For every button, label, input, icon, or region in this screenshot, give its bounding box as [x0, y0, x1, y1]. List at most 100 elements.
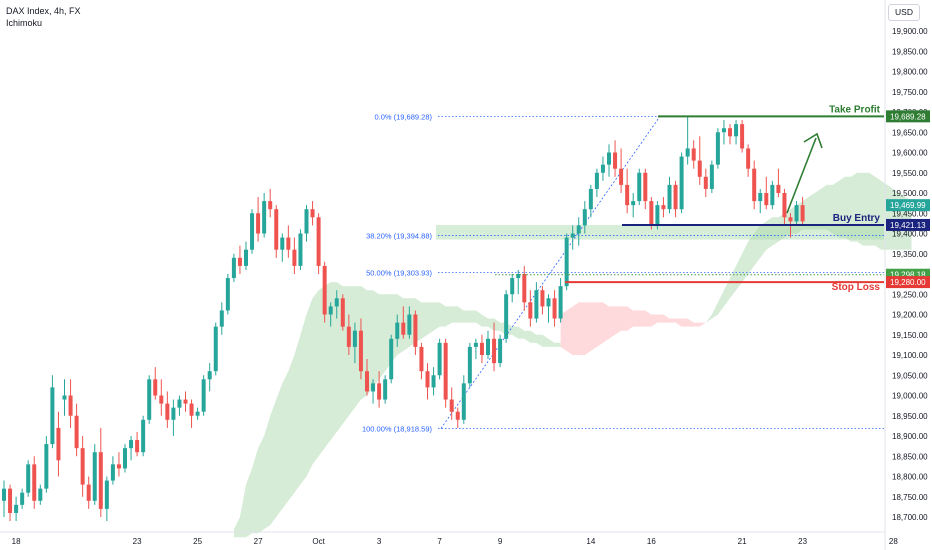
candle-body-116	[703, 176, 708, 189]
candle-body-51	[310, 209, 315, 218]
target-arrowhead	[803, 132, 823, 149]
candle-body-98	[594, 172, 599, 189]
price-tick-16: 19,500.00	[892, 189, 928, 198]
candle-body-9	[56, 427, 61, 461]
price-tick-23: 19,850.00	[892, 47, 928, 56]
cloud-segment-0	[233, 282, 561, 538]
cloud-segment-1	[560, 302, 706, 355]
stop-loss-label: Stop Loss	[832, 282, 881, 293]
candle-body-5	[32, 464, 37, 501]
stop-loss-tag: 19,280.00	[890, 278, 926, 287]
trade-levels: Take Profit Buy Entry Stop Loss	[495, 104, 884, 293]
time-tick-11: 23	[798, 537, 807, 546]
candle-body-40	[244, 249, 248, 266]
candle-body-118	[715, 132, 720, 165]
price-tick-9: 19,150.00	[892, 331, 928, 340]
candle-body-77	[467, 346, 472, 384]
candle-body-117	[709, 164, 714, 189]
candle-body-35	[213, 326, 218, 372]
candle-body-105	[637, 172, 642, 202]
candle-body-4	[26, 464, 31, 493]
candle-body-128	[776, 184, 781, 193]
candle-body-89	[540, 290, 545, 307]
price-tick-6: 19,000.00	[892, 392, 928, 401]
candle-body-83	[504, 294, 509, 339]
candle-body-65	[395, 322, 400, 339]
candle-body-115	[697, 160, 702, 177]
candle-body-14	[86, 484, 91, 501]
candle-body-44	[268, 201, 273, 210]
cloud-segment-2	[705, 172, 912, 323]
time-tick-12: 28	[889, 537, 898, 546]
fib-label-3: 100.00% (18,918.59)	[362, 424, 433, 433]
price-axis[interactable]: 18,700.00 18,750.00 18,800.00 18,850.00 18,9…	[884, 0, 930, 550]
candle-body-69	[419, 346, 424, 372]
candle-body-103	[625, 184, 630, 206]
candle-body-120	[728, 128, 732, 137]
candle-body-75	[455, 411, 460, 420]
candle-body-13	[80, 448, 85, 485]
candle-body-80	[486, 338, 490, 355]
take-profit-tag: 19,689.28	[890, 112, 926, 121]
candle-body-62	[377, 383, 382, 400]
currency-button[interactable]: USD	[888, 4, 920, 21]
candle-body-87	[528, 302, 533, 319]
candle-body-92	[558, 286, 563, 319]
price-tick-1: 18,750.00	[892, 493, 928, 502]
candle-body-1	[8, 488, 13, 513]
candle-body-86	[522, 274, 527, 303]
target-arrow	[786, 137, 817, 214]
price-tag-0-bg	[886, 199, 930, 212]
price-tick-22: 19,800.00	[892, 68, 928, 77]
fibonacci-retracement: 0.0% (19,689.28) 38.20% (19,394.88) 50.00%…	[362, 112, 884, 433]
indicator-label[interactable]: Ichimoku	[6, 18, 43, 28]
candle-body-64	[389, 338, 394, 380]
fib-trendline	[440, 116, 661, 429]
candle-body-24	[147, 379, 152, 420]
candle-body-18	[110, 464, 115, 481]
candle-body-10	[62, 395, 67, 400]
candle-body-73	[443, 342, 448, 400]
candle-body-33	[201, 379, 206, 412]
fib-label-2: 50.00% (19,303.93)	[366, 268, 432, 277]
candle-body-85	[516, 274, 521, 279]
price-tick-21: 19,750.00	[892, 88, 928, 97]
candle-body-127	[770, 184, 775, 206]
time-tick-2: 25	[193, 537, 202, 546]
time-tick-8: 14	[586, 537, 595, 546]
time-tick-10: 21	[738, 537, 747, 546]
candle-body-124	[752, 168, 757, 202]
support-zone	[436, 224, 884, 240]
time-tick-9: 16	[647, 537, 656, 546]
candle-body-68	[413, 314, 418, 347]
candle-body-6	[38, 488, 43, 501]
candle-body-23	[141, 419, 146, 453]
candle-body-114	[691, 148, 696, 161]
candle-body-119	[721, 128, 726, 133]
candle-body-28	[171, 407, 176, 420]
candle-body-2	[14, 504, 19, 513]
candle-body-50	[304, 209, 309, 234]
candle-body-46	[280, 237, 285, 250]
price-tick-0: 18,700.00	[892, 513, 928, 522]
candle-body-30	[183, 399, 188, 404]
candle-body-104	[631, 201, 636, 206]
time-axis[interactable]: 18 23 25 27 Oct 3 7 9 14 16 21 23 28	[0, 531, 898, 546]
candle-body-27	[165, 403, 170, 420]
candle-body-61	[371, 383, 376, 392]
candle-body-88	[534, 290, 539, 319]
candle-body-67	[407, 314, 412, 335]
price-tick-10: 19,200.00	[892, 311, 928, 320]
candle-body-129	[782, 193, 787, 218]
price-tick-11: 19,250.00	[892, 290, 928, 299]
candle-body-123	[746, 148, 751, 169]
candle-body-90	[546, 298, 551, 307]
price-tick-15: 19,450.00	[892, 209, 928, 218]
candle-body-38	[231, 257, 236, 279]
candle-body-31	[189, 403, 194, 416]
price-tick-2: 18,800.00	[892, 473, 928, 482]
candle-body-81	[492, 338, 497, 364]
price-tick-14: 19,400.00	[892, 230, 928, 239]
candle-body-82	[498, 338, 503, 364]
